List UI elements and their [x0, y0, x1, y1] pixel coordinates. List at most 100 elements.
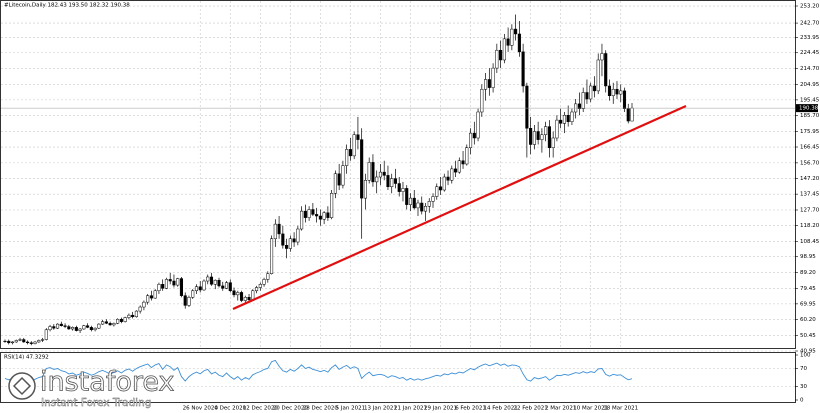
candle-body: [547, 126, 551, 148]
candle-body: [626, 108, 630, 122]
candle-body: [236, 292, 240, 296]
candle-body: [221, 285, 225, 289]
candle-body: [108, 323, 112, 326]
candle-body: [589, 85, 593, 100]
candle-body: [412, 197, 416, 209]
candle-body: [472, 132, 476, 139]
y-tick-label: 69.95: [800, 301, 816, 307]
x-tick-label: 6 Feb 2021: [455, 406, 486, 412]
candle-body: [217, 279, 221, 287]
candle-body: [326, 212, 330, 218]
candle-body: [296, 228, 300, 243]
candle-body: [10, 341, 15, 344]
candle-body: [311, 209, 315, 215]
candle-body: [112, 323, 116, 326]
candle-body: [228, 282, 232, 292]
y-tick-label: 0: [800, 398, 804, 404]
y-tick-label: 118.20: [800, 223, 820, 229]
candle-body: [559, 119, 563, 124]
x-tick-label: 10 Mar 2021: [573, 406, 608, 412]
candle-body: [262, 279, 266, 285]
candle-body: [78, 328, 82, 331]
candle-body: [566, 114, 570, 122]
candle-body: [29, 342, 33, 344]
candle-body: [164, 279, 168, 289]
candle-body: [619, 90, 623, 95]
candle-body: [438, 186, 443, 191]
candle-body: [191, 290, 195, 298]
candle-body: [532, 131, 536, 145]
candle-body: [517, 33, 521, 53]
x-tick-label: 14 Feb 2021: [483, 406, 517, 412]
y-tick-label: 40.95: [800, 349, 816, 355]
candle-body: [562, 114, 566, 124]
candle-body: [89, 327, 93, 331]
candle-body: [405, 188, 409, 205]
candle-body: [360, 139, 364, 199]
candle-body: [281, 233, 285, 246]
candle-body: [453, 168, 458, 173]
candle-body: [499, 49, 503, 61]
candle-body: [168, 279, 172, 282]
candle-body: [416, 202, 420, 209]
candle-body: [63, 325, 67, 327]
rsi-line: [4, 359, 633, 383]
y-tick-label: 98.95: [800, 254, 816, 260]
candle-body: [104, 321, 108, 324]
candle-body: [183, 295, 187, 306]
candle-body: [457, 160, 461, 173]
y-tick-label: 70: [800, 366, 807, 372]
candle-body: [423, 206, 428, 212]
candle-body: [333, 173, 337, 194]
candle-body: [442, 176, 446, 191]
candle-body: [465, 147, 469, 165]
candle-body: [450, 168, 454, 181]
y-tick-label: 108.45: [800, 239, 820, 245]
candle-body: [502, 38, 506, 61]
candle-body: [521, 51, 525, 87]
candle-body: [555, 119, 559, 139]
candle-body: [243, 297, 247, 301]
y-tick-label: 60.20: [800, 317, 816, 323]
candle-body: [157, 284, 161, 292]
candle-body: [198, 286, 202, 291]
x-tick-label: 4 Dec 2020: [214, 406, 246, 412]
rsi-title: RSI(14) 47.3292: [4, 355, 49, 361]
y-tick-label: 30: [800, 384, 807, 390]
y-tick-label: 253.20: [800, 4, 820, 10]
candle-body: [138, 306, 142, 312]
candle-body: [300, 210, 304, 230]
candle-body: [14, 340, 18, 343]
candle-body: [536, 131, 540, 140]
y-tick-label: 233.95: [800, 35, 820, 41]
last-price-box: [796, 104, 818, 113]
y-tick-label: 175.95: [800, 129, 820, 135]
candle-body: [491, 67, 495, 88]
candle-body: [303, 210, 307, 218]
y-tick-label: 166.45: [800, 145, 820, 151]
candle-body: [74, 327, 78, 331]
x-tick-label: 2 Mar 2021: [545, 406, 576, 412]
candle-body: [247, 297, 251, 300]
trend-line: [232, 104, 687, 311]
candle-body: [386, 175, 390, 188]
candle-body: [56, 323, 60, 329]
candle-body: [172, 280, 176, 286]
candle-body: [378, 171, 382, 178]
candle-body: [176, 278, 180, 286]
candle-body: [577, 103, 581, 109]
x-tick-label: 28 Dec 2020: [303, 406, 339, 412]
y-tick-label: 89.20: [800, 270, 816, 276]
y-tick-label: 195.45: [800, 97, 820, 103]
candle-body: [127, 314, 131, 318]
candle-body: [292, 238, 296, 243]
candle-body: [570, 111, 574, 122]
candle-body: [179, 278, 184, 296]
candle-body: [7, 340, 11, 344]
candle-body: [630, 107, 634, 122]
candle-body: [322, 212, 326, 220]
candle-body: [18, 339, 22, 341]
candle-body: [307, 209, 311, 218]
y-tick-label: 50.45: [800, 333, 816, 339]
logo-mark: [12, 376, 32, 396]
